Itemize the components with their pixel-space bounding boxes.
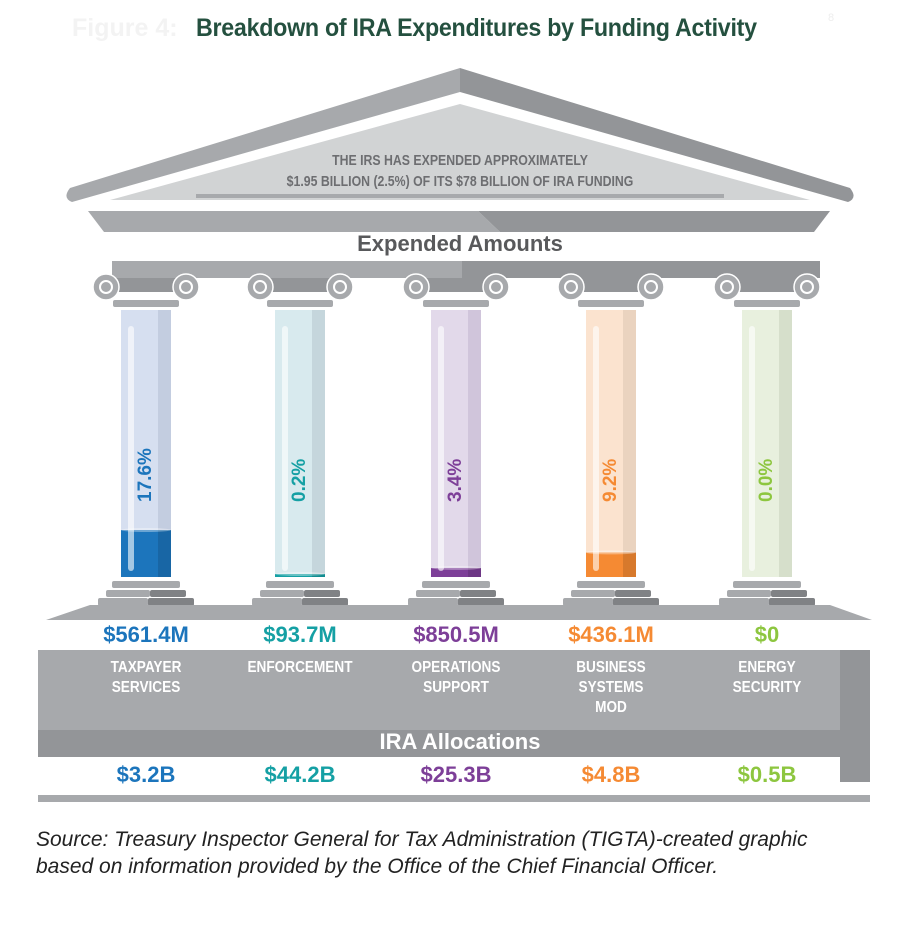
capital (727, 278, 807, 292)
volute-icon (92, 273, 120, 301)
allocation-value: $4.8B (581, 762, 641, 787)
capital (571, 278, 651, 292)
allocation-value: $3.2B (116, 762, 176, 787)
category-label: TAXPAYER SERVICES (110, 659, 182, 696)
pediment-text-line-2: $1.95 BILLION (2.5%) OF ITS $78 BILLION … (286, 173, 634, 190)
volute-icon (246, 273, 274, 301)
column-fill-bar (275, 574, 325, 577)
expended-value: $93.7M (263, 622, 337, 647)
expended-value: $561.4M (103, 622, 189, 647)
expended-value: $436.1M (568, 622, 654, 647)
volute-icon (793, 273, 821, 301)
glass-highlight (128, 326, 134, 571)
expended-value: $850.5M (413, 622, 499, 647)
allocation-value: $44.2B (264, 762, 336, 787)
category-label: ENERGY SECURITY (732, 659, 802, 696)
volute-icon (326, 273, 354, 301)
percent-label: 3.4% (445, 458, 466, 502)
column-4 (713, 273, 821, 606)
expended-amounts-heading: Expended Amounts (357, 231, 563, 256)
category-label: BUSINESS SYSTEMS MOD (576, 659, 646, 716)
pediment (66, 68, 854, 202)
percent-label: 17.6% (135, 448, 156, 502)
glass-highlight (282, 326, 288, 571)
column-fill-bar (431, 567, 481, 577)
allocation-value: $0.5B (737, 762, 797, 787)
pediment-text-line-1: THE IRS HAS EXPENDED APPROXIMATELY (332, 152, 588, 169)
capital (416, 278, 496, 292)
percent-label: 9.2% (600, 458, 621, 502)
volute-icon (172, 273, 200, 301)
percent-label: 0.0% (756, 458, 777, 502)
volute-icon (402, 273, 430, 301)
column-3 (557, 273, 665, 606)
platform (38, 605, 872, 802)
expended-value: $0 (754, 622, 780, 647)
capital (260, 278, 340, 292)
category-label: OPERATIONS SUPPORT (411, 659, 501, 696)
glass-highlight (438, 326, 444, 571)
chart-title: Breakdown of IRA Expenditures by Funding… (196, 14, 757, 42)
volute-icon (637, 273, 665, 301)
glass-highlight (749, 326, 755, 571)
percent-label: 0.2% (289, 458, 310, 502)
source-note: Source: Treasury Inspector General for T… (36, 828, 808, 878)
column-0 (92, 273, 200, 606)
entablature (88, 211, 830, 278)
column-2 (402, 273, 510, 606)
figure-label: Figure 4: (72, 14, 178, 42)
glass-highlight (593, 326, 599, 571)
column-1 (246, 273, 354, 606)
category-label: ENFORCEMENT (247, 659, 353, 676)
volute-icon (482, 273, 510, 301)
allocation-value: $25.3B (420, 762, 492, 787)
title-footnote: 8 (828, 12, 835, 24)
volute-icon (713, 273, 741, 301)
volute-icon (557, 273, 585, 301)
capital (106, 278, 186, 292)
ira-allocations-heading: IRA Allocations (379, 729, 541, 754)
